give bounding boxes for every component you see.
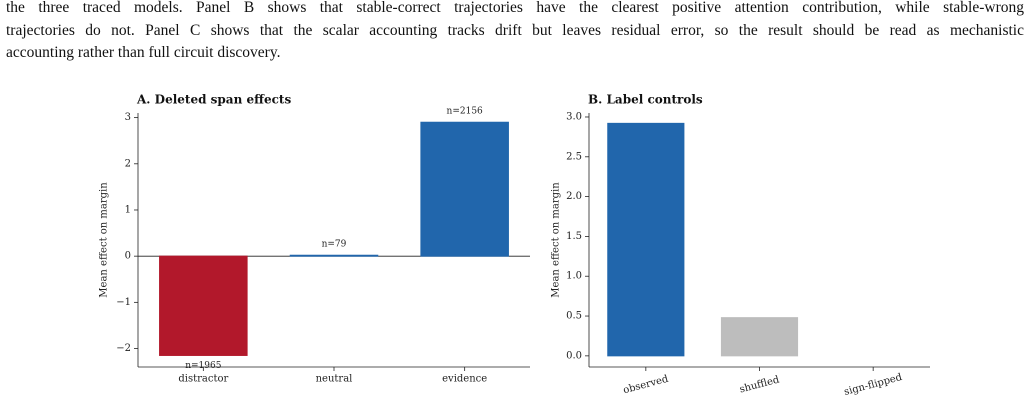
y-tick-label: 1.5 [566, 231, 582, 242]
bar-annotation: n=1965 [185, 361, 222, 371]
y-tick-label: 0.5 [566, 311, 582, 322]
y-tick-label: 1.0 [566, 271, 582, 282]
text-line: trajectories do not. Panel C shows that … [6, 21, 1024, 39]
y-tick-label: 3 [125, 112, 131, 123]
bar [607, 122, 685, 357]
y-tick-label: 1 [125, 204, 131, 215]
y-tick-label: 2.0 [566, 191, 582, 202]
y-axis-label: Mean effect on margin [99, 182, 110, 298]
text-line: the three traced models. Panel B shows t… [6, 0, 1024, 16]
x-tick-label: evidence [442, 374, 487, 385]
x-tick-label: neutral [316, 374, 353, 385]
x-tick-label: distractor [178, 374, 228, 385]
chart-title: B. Label controls [588, 93, 703, 107]
y-tick-label: −2 [116, 343, 131, 354]
y-tick-label: −1 [116, 297, 131, 308]
bar [289, 254, 379, 257]
bar-annotation: n=79 [322, 240, 347, 250]
bar [159, 255, 248, 356]
bar [720, 317, 799, 357]
y-tick-label: 0.0 [566, 350, 582, 361]
y-axis-label: Mean effect on margin [551, 182, 562, 298]
x-tick-label: sign-flipped [843, 372, 904, 398]
chart-title: A. Deleted span effects [136, 93, 291, 107]
y-tick-label: 0 [125, 251, 131, 262]
text-line: accounting rather than full circuit disc… [6, 44, 281, 61]
y-tick-label: 2 [125, 158, 131, 169]
bar [420, 121, 509, 257]
paragraph: the three traced models. Panel B shows t… [6, 0, 1024, 65]
x-tick-label: observed [622, 374, 670, 397]
y-tick-label: 3.0 [566, 111, 582, 122]
x-tick-label: shuffled [738, 374, 781, 395]
y-tick-label: 2.5 [566, 151, 582, 162]
bar-annotation: n=2156 [447, 107, 484, 117]
